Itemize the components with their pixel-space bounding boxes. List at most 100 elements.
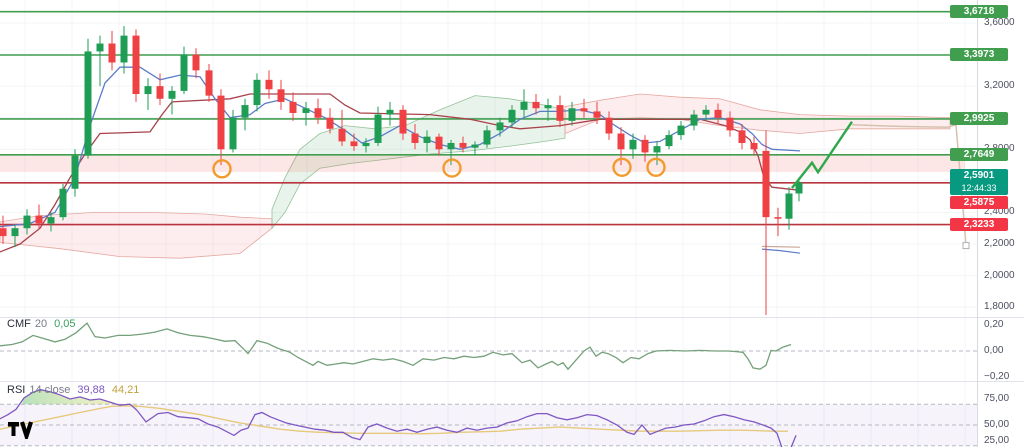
candle <box>665 135 673 147</box>
tradingview-logo[interactable] <box>7 419 41 439</box>
candle <box>677 125 685 136</box>
drawing-handle[interactable] <box>962 242 970 250</box>
candle <box>35 215 43 224</box>
candle <box>726 117 734 131</box>
cmf-pane <box>0 322 977 371</box>
candle <box>180 54 188 91</box>
candle <box>47 217 55 224</box>
candle <box>11 228 19 237</box>
candle <box>265 79 273 90</box>
price-level-badge[interactable]: 3,6718 <box>950 5 1008 19</box>
price-level-badge[interactable]: 3,3973 <box>950 48 1008 62</box>
ichimoku-conversion-line <box>0 66 801 228</box>
candle <box>350 141 358 147</box>
cmf-axis-tick: −0,20 <box>984 371 1010 382</box>
candle <box>544 105 552 109</box>
candle <box>144 86 152 95</box>
rsi-line <box>0 388 797 447</box>
candle <box>217 95 225 150</box>
cmf-indicator-params: 20 <box>34 318 48 330</box>
rsi-axis-tick: 75,00 <box>984 393 1010 404</box>
ichimoku-cloud <box>564 93 951 135</box>
candle <box>762 150 770 218</box>
candle <box>629 139 637 150</box>
price-axis-tick: 1,8000 <box>984 301 1015 313</box>
candle <box>302 108 310 113</box>
main-price-pane <box>0 10 970 316</box>
candle <box>0 228 7 237</box>
candle <box>96 43 104 52</box>
circle-marker <box>212 159 232 179</box>
price-axis-tick: 2,2000 <box>984 237 1015 249</box>
rsi-indicator-title[interactable]: RSI <box>7 384 26 396</box>
candle <box>71 155 79 189</box>
candle <box>568 108 576 121</box>
candle <box>496 122 504 131</box>
candle <box>120 35 128 63</box>
candles-layer <box>0 26 803 316</box>
supply-zone[interactable] <box>0 154 965 173</box>
circle-marker <box>612 157 632 177</box>
candle <box>326 117 334 129</box>
candle <box>580 108 588 112</box>
price-level-badge[interactable]: 2,9925 <box>950 112 1008 126</box>
cmf-line <box>0 322 792 371</box>
rsi-indicator-value: 39,88 <box>77 384 105 396</box>
candle <box>289 101 297 113</box>
candle <box>774 217 782 219</box>
candle <box>362 142 370 147</box>
cmf-indicator-title[interactable]: CMF <box>7 318 31 330</box>
candle <box>205 70 213 96</box>
cmf-axis-tick: 0,00 <box>984 345 1004 356</box>
candle <box>690 114 698 126</box>
candle <box>386 109 394 115</box>
candle <box>795 182 803 194</box>
current-price-badge: 2,5901 12:44:33 <box>950 169 1008 196</box>
lagging-line-tan <box>761 245 801 248</box>
rsi-indicator-params: 14 close <box>29 384 71 396</box>
candle <box>750 142 758 150</box>
price-axis-tick: 3,2000 <box>984 80 1015 92</box>
candle <box>241 105 249 118</box>
price-level-badge[interactable]: 2,3233 <box>950 218 1008 232</box>
candle <box>593 111 601 118</box>
lagging-line-blue <box>761 248 801 254</box>
circle-marker <box>646 157 666 177</box>
candle <box>641 139 649 153</box>
candle <box>532 101 540 109</box>
candle <box>84 51 92 156</box>
candle <box>108 43 116 63</box>
candle <box>605 117 613 134</box>
candle <box>556 105 564 121</box>
candle <box>702 109 710 115</box>
trendline-drawing[interactable] <box>791 121 853 189</box>
price-axis-tick: 2,4000 <box>984 206 1015 218</box>
rsi-overbought-fill <box>22 389 137 411</box>
price-level-badge[interactable]: 2,7649 <box>950 148 1008 162</box>
price-level-badge[interactable]: 2,5875 <box>950 196 1008 210</box>
candle <box>411 133 419 143</box>
candle <box>459 142 467 148</box>
candle <box>483 130 491 145</box>
candle <box>59 188 67 218</box>
cmf-pane-legend: CMF 20 0,05 <box>7 318 76 330</box>
candle <box>192 54 200 71</box>
rsi-ma-value: 44,21 <box>111 384 140 396</box>
rsi-axis-tick: 50,00 <box>984 419 1010 430</box>
cmf-axis-tick: 0,20 <box>984 319 1004 330</box>
price-axis-tick: 2,0000 <box>984 269 1015 281</box>
candle <box>374 114 382 143</box>
price-axis-tick: 3,6000 <box>984 17 1015 28</box>
candle <box>253 79 261 106</box>
candle <box>471 144 479 148</box>
rsi-ma-line <box>0 405 788 435</box>
candle <box>617 133 625 150</box>
candle <box>23 215 31 229</box>
candle <box>508 109 516 123</box>
candle <box>156 86 164 99</box>
candle <box>653 146 661 153</box>
cmf-indicator-value: 0,05 <box>54 318 76 330</box>
candle <box>423 136 431 143</box>
